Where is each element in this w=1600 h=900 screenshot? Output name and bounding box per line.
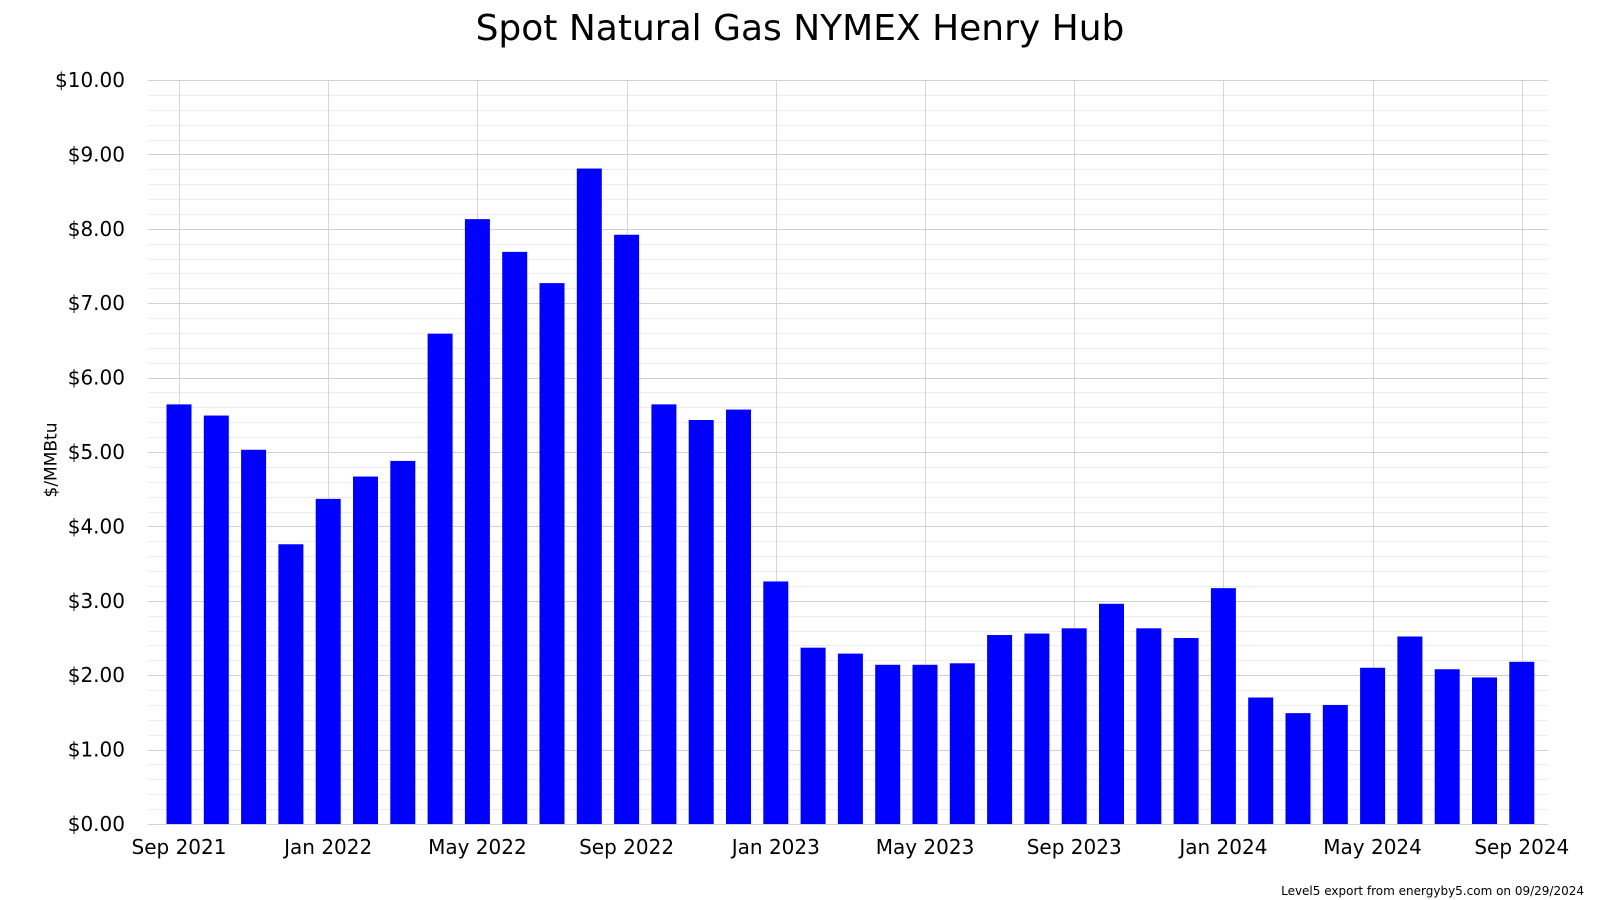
bar — [987, 635, 1013, 824]
bar — [688, 420, 714, 824]
y-tick-label: $6.00 — [68, 366, 125, 390]
x-tick-label: Sep 2024 — [1474, 835, 1569, 859]
x-tick-label: Jan 2024 — [1177, 835, 1267, 859]
x-tick-label: Sep 2021 — [132, 835, 227, 859]
bar — [1322, 704, 1348, 824]
bar — [353, 476, 378, 824]
bar — [1434, 669, 1460, 824]
x-tick-label: Sep 2023 — [1027, 835, 1122, 859]
bar — [427, 333, 453, 824]
chart-title: Spot Natural Gas NYMEX Henry Hub — [475, 8, 1125, 49]
bar — [1210, 588, 1236, 824]
bar — [1397, 636, 1423, 824]
export-footnote: Level5 export from energyby5.com on 09/2… — [1281, 884, 1584, 898]
y-tick-label: $9.00 — [68, 142, 125, 166]
y-tick-label: $5.00 — [68, 440, 125, 464]
y-tick-label: $1.00 — [68, 738, 125, 762]
bar — [203, 415, 229, 824]
bar — [1061, 628, 1087, 824]
bar — [502, 251, 528, 824]
bar — [912, 664, 938, 824]
bar — [1099, 603, 1124, 824]
bar — [614, 234, 640, 824]
bar — [464, 219, 490, 825]
y-tick-label: $3.00 — [68, 589, 125, 613]
bar — [763, 581, 789, 824]
bar — [166, 404, 192, 824]
bar — [726, 409, 751, 824]
bar — [241, 449, 267, 824]
bar — [1360, 667, 1386, 824]
bar — [1509, 661, 1535, 824]
x-tick-label: May 2022 — [428, 835, 527, 859]
x-tick-label: Jan 2023 — [730, 835, 820, 859]
bar — [837, 653, 863, 824]
bar — [800, 647, 826, 824]
bar — [539, 283, 565, 824]
bar — [1173, 638, 1199, 824]
y-tick-label: $2.00 — [68, 663, 125, 687]
bar — [278, 544, 304, 824]
bar — [315, 498, 341, 824]
x-tick-label: Jan 2022 — [282, 835, 372, 859]
y-tick-labels: $0.00 $1.00 $2.00 $3.00 $4.00 $5.00 $6.00 $7.00… — [55, 68, 125, 836]
y-tick-label: $0.00 — [68, 812, 125, 836]
bar — [1248, 697, 1274, 824]
y-tick-label: $10.00 — [55, 68, 125, 92]
x-tick-labels: Sep 2021 Jan 2022 May 2022 Sep 2022 Jan 2023… — [132, 835, 1570, 859]
bar — [390, 460, 416, 824]
x-tick-label: May 2024 — [1323, 835, 1422, 859]
bar — [651, 404, 677, 824]
x-tick-label: Sep 2022 — [579, 835, 674, 859]
bar — [1285, 713, 1311, 824]
bar — [875, 664, 901, 824]
bar — [949, 663, 975, 824]
x-tick-label: May 2023 — [876, 835, 975, 859]
bar — [576, 168, 602, 824]
bar — [1024, 633, 1050, 824]
bars-layer — [166, 168, 1535, 825]
bar — [1136, 628, 1162, 824]
y-tick-label: $8.00 — [68, 217, 125, 241]
y-tick-label: $7.00 — [68, 291, 125, 315]
y-tick-label: $4.00 — [68, 514, 125, 538]
bar — [1472, 677, 1497, 824]
